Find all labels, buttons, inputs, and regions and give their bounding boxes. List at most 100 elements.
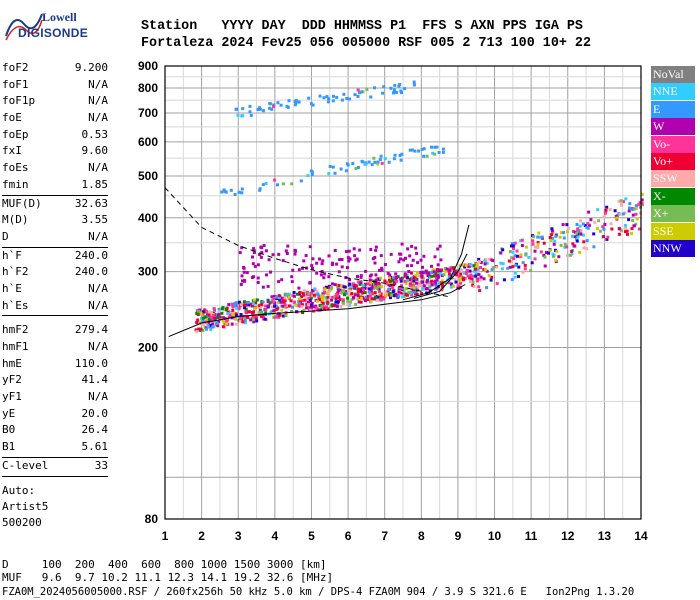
echo-point <box>421 271 425 275</box>
echo-point <box>412 80 416 84</box>
echo-point <box>513 271 517 275</box>
echo-point <box>381 296 385 300</box>
echo-point <box>358 287 362 291</box>
echo-point <box>399 277 403 281</box>
echo-point <box>294 101 298 105</box>
echo-point <box>336 301 340 305</box>
echo-point <box>300 305 304 309</box>
echo-point <box>379 154 383 158</box>
param-name: h`F2 <box>2 265 29 279</box>
echo-point <box>255 318 258 322</box>
echo-point <box>395 276 399 279</box>
echo-point <box>205 318 209 322</box>
echo-point <box>624 230 627 234</box>
echo-point <box>483 262 487 266</box>
echo-point <box>630 227 634 231</box>
echo-point <box>257 305 261 309</box>
echo-point <box>279 300 283 304</box>
echo-point <box>376 295 380 299</box>
echo-point <box>259 255 263 259</box>
echo-point <box>297 100 301 104</box>
echo-point <box>360 288 364 292</box>
echo-point <box>356 290 360 294</box>
echo-point <box>209 328 213 332</box>
echo-point <box>222 325 226 329</box>
echo-point <box>412 286 416 290</box>
echo-point <box>411 286 415 290</box>
echo-point <box>414 286 418 290</box>
echo-point <box>297 268 301 272</box>
echo-point <box>410 148 414 152</box>
y-tick-label: 700 <box>138 106 158 120</box>
echo-point <box>235 314 239 318</box>
echo-point <box>397 290 401 294</box>
echo-point <box>549 239 553 242</box>
echo-point <box>241 279 244 283</box>
echo-point <box>476 269 480 273</box>
echo-point <box>477 285 481 289</box>
echo-point <box>298 291 302 294</box>
echo-point <box>245 271 249 275</box>
legend-item: NNW <box>651 239 695 257</box>
echo-point <box>412 281 416 285</box>
echo-point <box>489 258 493 262</box>
echo-point <box>290 309 293 313</box>
echo-point <box>552 253 556 257</box>
echo-point <box>378 297 382 301</box>
echo-point <box>335 296 339 300</box>
param-value: 20.0 <box>81 406 109 420</box>
echo-point <box>482 267 486 271</box>
echo-point <box>415 251 419 255</box>
echo-point <box>200 320 203 324</box>
echo-point <box>301 292 305 295</box>
echo-point <box>211 313 215 316</box>
echo-point <box>405 276 409 280</box>
param-row: h`F2 240.0 <box>2 264 108 281</box>
echo-point <box>207 320 211 324</box>
echo-point <box>330 304 333 308</box>
echo-point <box>433 279 437 283</box>
echo-point <box>393 275 397 279</box>
echo-point <box>374 278 378 282</box>
echo-point <box>298 291 301 295</box>
echo-point <box>256 276 260 280</box>
echo-point <box>404 281 408 285</box>
echo-point <box>363 299 367 303</box>
echo-point <box>352 285 356 289</box>
echo-point <box>217 312 221 316</box>
echo-point <box>488 257 492 261</box>
echo-point <box>323 287 327 291</box>
logo-wave-icon <box>5 13 43 41</box>
param-row: hmF2 279.4 <box>2 322 108 339</box>
echo-point <box>237 301 241 305</box>
echo-point <box>349 285 353 289</box>
echo-point <box>331 261 334 265</box>
echo-point <box>360 286 364 290</box>
param-row: foE N/A <box>2 110 108 127</box>
echo-point <box>524 245 528 249</box>
echo-point <box>472 264 476 268</box>
echo-point <box>288 304 292 308</box>
echo-point <box>205 327 208 331</box>
echo-point <box>422 284 426 288</box>
echo-point <box>369 292 373 296</box>
echo-point <box>408 254 412 258</box>
echo-point <box>198 328 202 332</box>
echo-point <box>261 300 265 304</box>
echo-point <box>404 274 408 278</box>
echo-point <box>511 265 515 269</box>
echo-point <box>273 304 277 308</box>
echo-point <box>389 86 393 90</box>
echo-point <box>269 270 272 274</box>
echo-point <box>368 280 372 284</box>
echo-point <box>213 316 217 320</box>
echo-point <box>257 311 261 315</box>
echo-point <box>558 235 562 239</box>
echo-point <box>324 306 328 309</box>
param-group-frequencies: foF2 9.200 foF1 N/A foF1p N/A foE N/A foEp 0.53 fx… <box>2 60 108 194</box>
echo-point <box>354 302 358 306</box>
echo-point <box>575 231 579 235</box>
echo-point <box>357 290 361 294</box>
echo-point <box>370 290 374 294</box>
echo-point <box>293 103 297 107</box>
